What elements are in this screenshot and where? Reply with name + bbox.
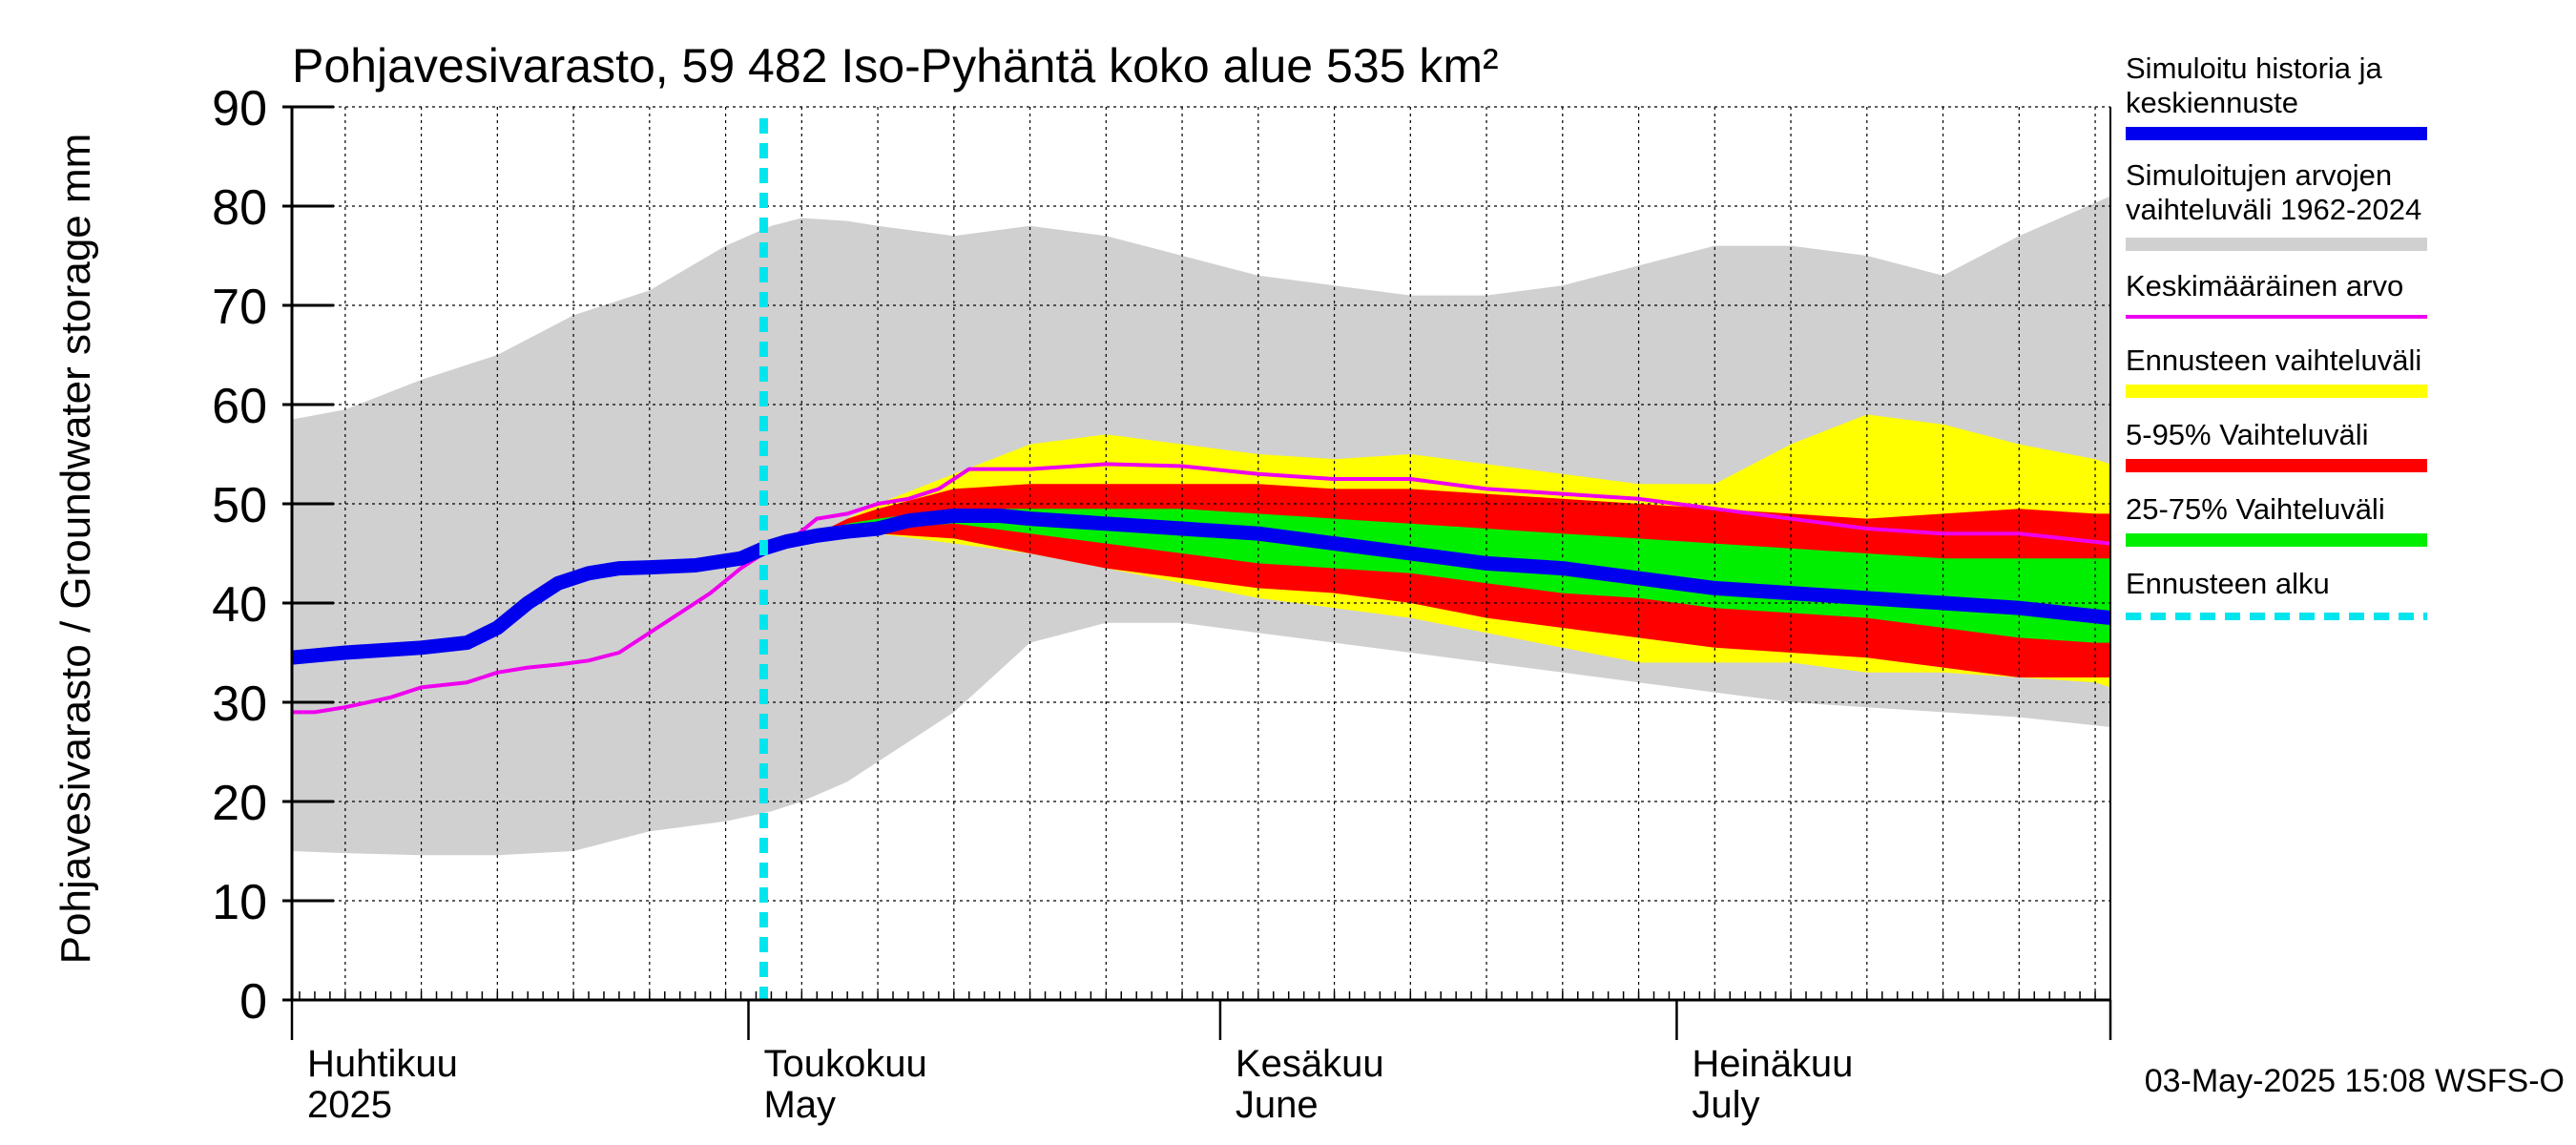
line-simuloitu-historia-ja-keskiennuste <box>292 509 2110 665</box>
legend-label: Simuloitu historia ja <box>2126 52 2383 85</box>
legend-label: Ennusteen alku <box>2126 567 2330 600</box>
y-tick-label: 20 <box>212 776 267 831</box>
month-label-en: June <box>1236 1084 1319 1126</box>
y-tick-label: 70 <box>212 280 267 335</box>
y-tick-label: 30 <box>212 677 267 732</box>
month-label-en: 2025 <box>307 1084 392 1126</box>
month-label-fi: Huhtikuu <box>307 1043 458 1085</box>
y-tick-label: 90 <box>212 81 267 136</box>
y-tick-label: 60 <box>212 379 267 434</box>
legend-label: keskiennuste <box>2126 86 2298 119</box>
month-label-en: July <box>1692 1084 1759 1126</box>
month-label-en: May <box>763 1084 836 1126</box>
line-layer <box>292 462 2110 715</box>
y-axis-label: Pohjavesivarasto / Groundwater storage m… <box>52 134 99 965</box>
line-keskimaarainen-arvo <box>292 462 2110 715</box>
y-tick-label: 80 <box>212 180 267 236</box>
y-tick-label: 10 <box>212 875 267 930</box>
legend-label: Simuloitujen arvojen <box>2126 158 2392 192</box>
legend-label: Ennusteen vaihteluväli <box>2126 344 2421 377</box>
legend-label: 25-75% Vaihteluväli <box>2126 492 2385 526</box>
y-tick-label: 40 <box>212 577 267 633</box>
month-label-fi: Toukokuu <box>763 1043 926 1085</box>
grid-layer <box>292 106 2110 1000</box>
month-label-fi: Kesäkuu <box>1236 1043 1384 1085</box>
month-label-fi: Heinäkuu <box>1692 1043 1853 1085</box>
y-tick-label: 50 <box>212 478 267 533</box>
legend-label: vaihteluväli 1962-2024 <box>2126 193 2421 226</box>
legend-label: Keskimääräinen arvo <box>2126 269 2403 302</box>
legend-label: 5-95% Vaihteluväli <box>2126 418 2368 451</box>
chart-title: Pohjavesivarasto, 59 482 Iso-Pyhäntä kok… <box>292 39 1499 93</box>
y-tick-label: 0 <box>239 974 267 1030</box>
footer-timestamp: 03-May-2025 15:08 WSFS-O <box>2145 1063 2565 1099</box>
